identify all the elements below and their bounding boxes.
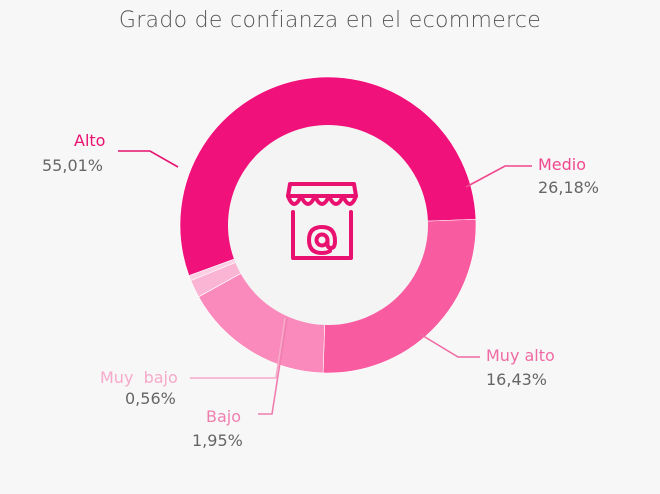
label-value-bajo: 1,95% xyxy=(192,431,243,450)
leader-line-medio xyxy=(465,165,532,188)
label-name-muy-bajo: Muy bajo xyxy=(100,368,178,387)
leader-line-bajo xyxy=(258,317,288,415)
leader-line-muy-bajo xyxy=(190,317,286,379)
label-value-medio: 26,18% xyxy=(538,178,599,197)
label-value-muy-alto: 16,43% xyxy=(486,370,547,389)
label-value-muy-bajo: 0,56% xyxy=(125,389,176,408)
leader-line-muy-alto xyxy=(419,333,480,358)
label-name-muy-alto: Muy alto xyxy=(486,346,555,365)
label-name-alto: Alto xyxy=(74,131,105,150)
slice-labels: Alto 55,01% Medio 26,18% Muy alto 16,43% Bajo 1… xyxy=(42,131,599,450)
label-name-bajo: Bajo xyxy=(206,407,241,426)
donut-hole xyxy=(228,125,428,325)
label-value-alto: 55,01% xyxy=(42,156,103,175)
label-name-medio: Medio xyxy=(538,155,586,174)
shop-at-icon xyxy=(286,182,358,260)
leader-line-alto xyxy=(118,150,179,168)
chart-title: Grado de confianza en el ecommerce xyxy=(118,8,542,33)
